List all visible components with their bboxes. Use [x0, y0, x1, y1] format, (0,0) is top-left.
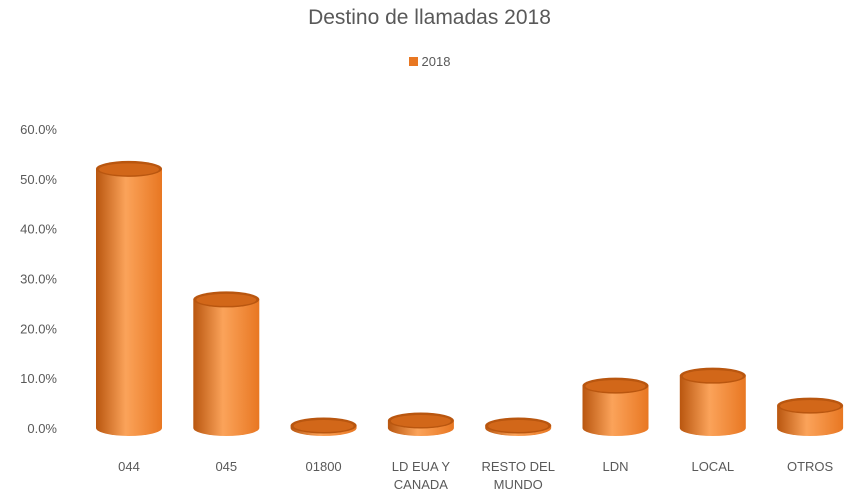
x-tick-label: OTROS: [787, 459, 834, 474]
x-tick-label: LOCAL: [691, 459, 734, 474]
y-tick-label: 50.0%: [20, 172, 57, 187]
y-tick-label: 40.0%: [20, 222, 57, 237]
bar: [582, 377, 649, 436]
x-tick-label: 01800: [306, 459, 342, 474]
bar: [485, 417, 552, 436]
bar: [96, 160, 162, 436]
y-tick-label: 0.0%: [27, 421, 57, 436]
x-tick-label: 045: [215, 459, 237, 474]
y-tick-label: 10.0%: [20, 371, 57, 386]
bar: [193, 291, 260, 436]
y-tick-label: 20.0%: [20, 321, 57, 336]
x-tick-label: 044: [118, 459, 140, 474]
bar: [290, 417, 357, 436]
x-tick-label: RESTO DEL MUNDO: [481, 459, 554, 492]
y-tick-label: 60.0%: [20, 122, 57, 137]
legend-label: 2018: [421, 54, 451, 69]
x-tick-label: LDN: [602, 459, 628, 474]
bar: [777, 397, 844, 436]
bar: [387, 412, 454, 436]
y-tick-label: 30.0%: [20, 272, 57, 287]
x-tick-label: LD EUA Y CANADA: [392, 459, 451, 492]
chart-title: Destino de llamadas 2018: [308, 6, 551, 29]
legend: 2018: [0, 54, 859, 69]
legend-swatch: [408, 57, 418, 66]
bar: [679, 367, 746, 436]
